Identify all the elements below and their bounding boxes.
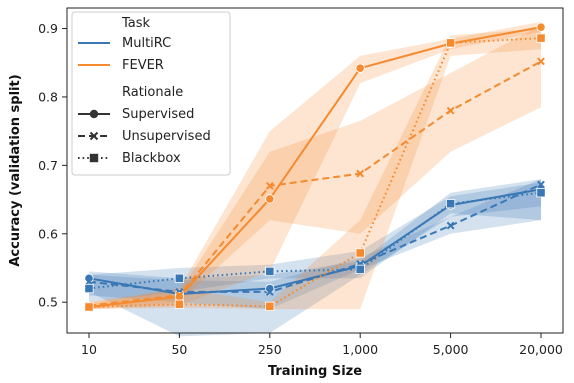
legend-entry-multirc: MultiRC [122, 36, 171, 51]
legend-entry-supervised: Supervised [122, 107, 194, 122]
marker-fever-blackbox-3 [355, 248, 365, 258]
x-axis-title: Training Size [268, 364, 362, 379]
marker-multirc-blackbox-4 [445, 199, 456, 209]
marker-multirc-blackbox-2 [265, 266, 275, 277]
marker-fever-unsupervised-1 [175, 291, 184, 300]
marker-fever-blackbox-5 [536, 33, 546, 43]
line-multirc-blackbox [88, 191, 542, 290]
marker-multirc-blackbox-0 [84, 283, 94, 294]
marker-fever-unsupervised-4 [446, 106, 455, 115]
marker-multirc-blackbox-3 [355, 264, 365, 274]
marker-fever-unsupervised-3 [356, 169, 365, 178]
marker-fever-blackbox-1 [174, 299, 184, 309]
marker-fever-blackbox-2 [265, 301, 275, 311]
x-tick-label: 5,000 [433, 342, 469, 357]
legend: Task Rationale MultiRC FEVER Supervised Uns… [71, 11, 231, 176]
band-multirc-unsupervised [89, 179, 541, 310]
band-fever-supervised [89, 21, 541, 310]
x-tick-label: 1,000 [342, 342, 378, 357]
band-multirc-supervised [89, 179, 541, 337]
marker-fever-supervised-2 [265, 194, 275, 204]
marker-multirc-unsupervised-0 [85, 277, 93, 286]
marker-multirc-blackbox-1 [174, 273, 184, 283]
marker-fever-unsupervised-5 [537, 57, 545, 66]
line-fever-blackbox [88, 37, 542, 308]
plot-frame [66, 7, 564, 334]
line-multirc-supervised [88, 188, 542, 296]
y-axis: 0.5 0.6 0.7 0.8 0.9 [38, 21, 67, 310]
legend-marker-blackbox [89, 153, 99, 163]
x-axis: 10 50 250 1,000 5,000 20,000 [81, 333, 563, 357]
legend-box [71, 11, 231, 176]
y-tick-label: 0.6 [38, 226, 58, 241]
marker-fever-blackbox-0 [84, 302, 94, 312]
y-tick-label: 0.7 [38, 158, 58, 173]
legend-rationale-title: Rationale [122, 85, 183, 100]
line-multirc-unsupervised [88, 183, 542, 293]
marker-fever-supervised-5 [536, 22, 546, 32]
marker-multirc-blackbox-5 [536, 188, 546, 198]
marker-fever-supervised-3 [355, 63, 365, 73]
x-tick-label: 250 [258, 342, 282, 357]
y-tick-label: 0.9 [38, 21, 58, 36]
y-tick-label: 0.8 [38, 89, 58, 104]
x-tick-label: 10 [81, 342, 97, 357]
legend-task-title: Task [121, 16, 151, 31]
legend-marker-unsupervised [89, 131, 99, 141]
marker-multirc-unsupervised-2 [265, 288, 274, 296]
legend-entry-fever: FEVER [122, 58, 164, 73]
series-markers [84, 22, 546, 312]
band-fever-blackbox [89, 28, 541, 310]
legend-marker-supervised [89, 109, 99, 119]
line-fever-unsupervised [88, 60, 542, 307]
line-fever-supervised [88, 26, 542, 308]
x-tick-label: 20,000 [519, 342, 563, 357]
legend-entry-blackbox: Blackbox [122, 151, 181, 166]
marker-fever-unsupervised-2 [265, 181, 274, 190]
marker-multirc-unsupervised-4 [446, 221, 455, 230]
marker-fever-blackbox-4 [445, 38, 456, 48]
marker-multirc-unsupervised-5 [537, 180, 545, 189]
y-axis-title: Accuracy (validation split) [8, 74, 23, 266]
series-lines [88, 26, 542, 308]
x-tick-label: 50 [171, 342, 187, 357]
legend-entry-unsupervised: Unsupervised [122, 129, 211, 144]
y-tick-label: 0.5 [38, 295, 58, 310]
